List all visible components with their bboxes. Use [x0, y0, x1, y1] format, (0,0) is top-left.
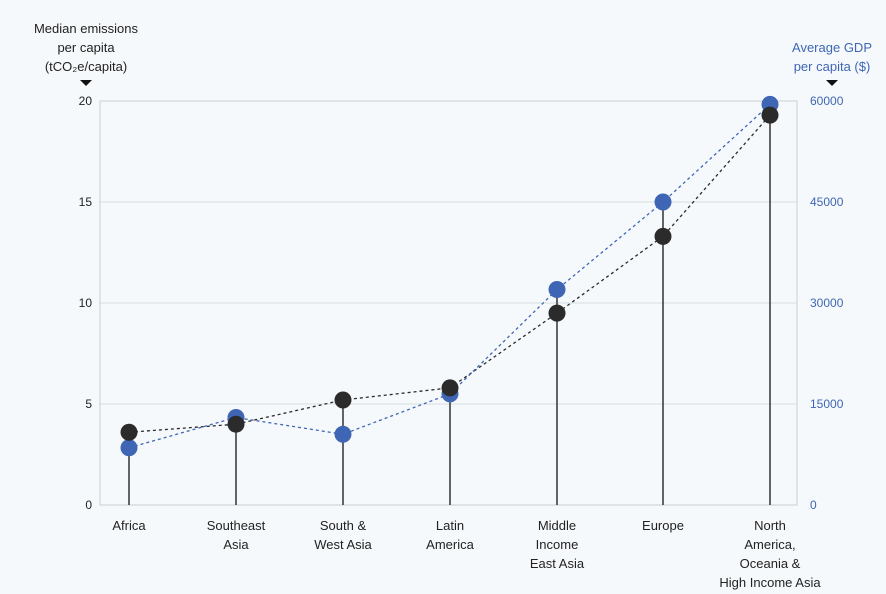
data-point-left: [120, 423, 138, 441]
right-tick-label: 60000: [810, 94, 844, 108]
right-axis-title-line: per capita ($): [794, 59, 871, 74]
data-point-right: [334, 425, 352, 443]
data-point-right: [120, 439, 138, 457]
series-points: [120, 95, 779, 457]
data-point-right: [548, 281, 566, 299]
category-label: Southeast: [207, 518, 266, 533]
category-label: Europe: [642, 518, 684, 533]
right-tick-label: 30000: [810, 296, 844, 310]
category-label: West Asia: [314, 537, 372, 552]
category-label: East Asia: [530, 556, 585, 571]
left-tick-label: 20: [79, 94, 93, 108]
data-point-left: [548, 304, 566, 322]
category-label: Asia: [223, 537, 249, 552]
category-label: America,: [744, 537, 795, 552]
right-axis-arrow-icon: [826, 80, 838, 86]
left-tick-label: 0: [85, 498, 92, 512]
right-axis-title-line: Average GDP: [792, 40, 872, 55]
category-label: Latin: [436, 518, 464, 533]
category-labels: Africa Southeast Asia South & West Asia Latin…: [112, 518, 821, 590]
left-axis-title-line: (tCO₂e/capita): [45, 59, 127, 74]
right-tick-label: 15000: [810, 397, 844, 411]
data-point-left: [654, 227, 672, 245]
grid-lines: [100, 201, 797, 405]
left-tick-label: 5: [85, 397, 92, 411]
data-point-left: [334, 391, 352, 409]
data-point-right: [654, 193, 672, 211]
category-label: Africa: [112, 518, 146, 533]
right-tick-label: 0: [810, 498, 817, 512]
category-label: Middle: [538, 518, 576, 533]
category-label: High Income Asia: [719, 575, 821, 590]
left-axis-ticks: 0 5 10 15 20: [79, 94, 93, 512]
right-axis-ticks: 0 15000 30000 45000 60000: [810, 94, 844, 512]
data-point-left: [761, 106, 779, 124]
left-tick-label: 15: [79, 195, 93, 209]
data-point-left: [441, 379, 459, 397]
category-label: America: [426, 537, 474, 552]
category-label: North: [754, 518, 786, 533]
plot-frame: [99, 100, 798, 506]
left-tick-label: 10: [79, 296, 93, 310]
left-axis-arrow-icon: [80, 80, 92, 86]
left-axis-title-line: per capita: [57, 40, 115, 55]
left-axis-title-line: Median emissions: [34, 21, 139, 36]
stems: [128, 104, 771, 505]
right-axis-title: Average GDP per capita ($): [792, 40, 872, 74]
left-axis-title: Median emissions per capita (tCO₂e/capita): [34, 21, 139, 74]
category-label: South &: [320, 518, 367, 533]
right-tick-label: 45000: [810, 195, 844, 209]
category-label: Income: [536, 537, 579, 552]
category-label: Oceania &: [740, 556, 801, 571]
data-point-left: [227, 415, 245, 433]
